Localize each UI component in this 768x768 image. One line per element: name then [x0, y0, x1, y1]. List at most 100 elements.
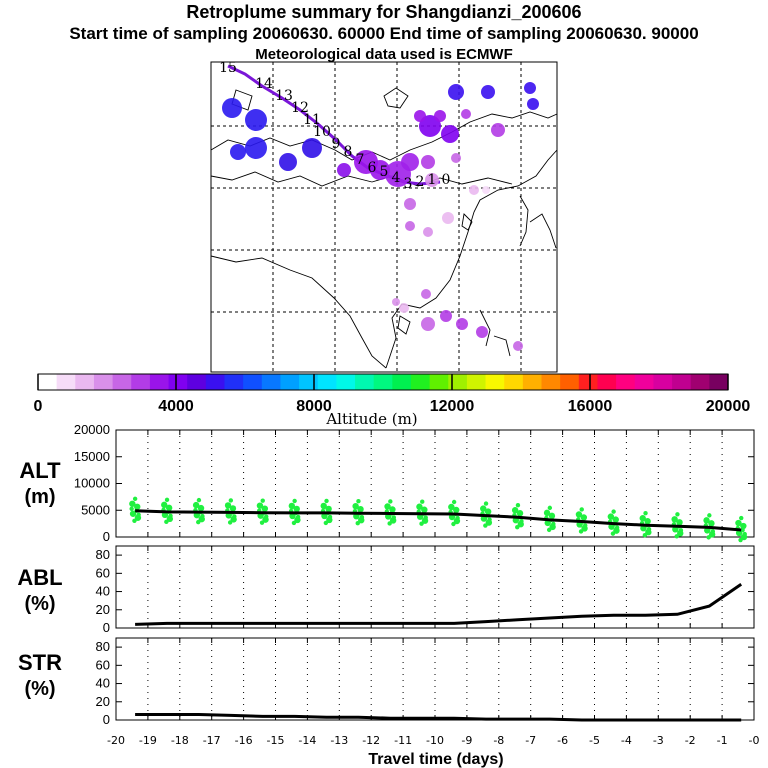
plume-circle [456, 318, 468, 330]
map-day-label: 0 [442, 172, 451, 188]
alt-sample-point [738, 538, 742, 542]
plume-circle [451, 153, 461, 163]
colorbar-cell [523, 374, 542, 390]
x-tick-label: -11 [394, 734, 412, 747]
alt-sample-point [679, 528, 683, 532]
alt-sample-point [579, 529, 583, 533]
colorbar-cell [262, 374, 281, 390]
x-tick-label: -13 [330, 734, 348, 747]
plume-circle [524, 82, 536, 94]
plume-circle [481, 85, 495, 99]
plume-circle [421, 155, 435, 169]
plume-circle [421, 289, 431, 299]
colorbar-cell [411, 374, 430, 390]
map-day-label: 5 [380, 164, 389, 180]
plume-circle [405, 221, 415, 231]
colorbar-cell [616, 374, 635, 390]
alt-sample-point [583, 523, 587, 527]
colorbar-cell [504, 374, 523, 390]
map-day-label: 14 [255, 76, 273, 92]
alt-sample-point [228, 520, 232, 524]
y-tick-label: 20000 [74, 422, 110, 437]
panel-label: ABL [17, 565, 62, 590]
x-tick-label: -19 [139, 734, 157, 747]
colorbar-cell [336, 374, 355, 390]
colorbar-cell [94, 374, 113, 390]
alt-sample-point [455, 516, 459, 520]
y-tick-label: 40 [96, 676, 110, 691]
panel-unit: (%) [24, 593, 55, 615]
alt-sample-point [264, 514, 268, 518]
alt-sample-point [165, 498, 169, 502]
alt-sample-point [515, 525, 519, 529]
colorbar-cell [709, 374, 728, 390]
alt-sample-point [548, 506, 552, 510]
alt-sample-point [296, 515, 300, 519]
x-tick-label: -3 [653, 734, 664, 747]
y-tick-label: 20 [96, 602, 110, 617]
colorbar-tick-label: 16000 [568, 398, 613, 415]
alt-sample-point [388, 499, 392, 503]
alt-sample-point [419, 522, 423, 526]
alt-sample-point [197, 498, 201, 502]
alt-sample-point [547, 528, 551, 532]
map-day-label: 15 [219, 60, 237, 76]
alt-sample-point [615, 525, 619, 529]
colorbar-cell [187, 374, 206, 390]
alt-sample-point [483, 523, 487, 527]
alt-sample-point [132, 519, 136, 523]
x-tick-label: -12 [362, 734, 380, 747]
colorbar-cell [486, 374, 505, 390]
alt-sample-point [356, 499, 360, 503]
alt-sample-point [356, 521, 360, 525]
y-tick-label: 0 [103, 529, 110, 544]
colorbar-cell [542, 374, 561, 390]
alt-sample-point [164, 520, 168, 524]
plume-circle [245, 109, 267, 131]
plume-circle [491, 123, 505, 137]
x-tick-label: -15 [267, 734, 285, 747]
plume-circle [222, 98, 242, 118]
plume-circle [423, 227, 433, 237]
colorbar-cell [299, 374, 318, 390]
y-tick-label: 40 [96, 584, 110, 599]
colorbar-tick-label: 20000 [706, 398, 751, 415]
alt-sample-point [324, 521, 328, 525]
colorbar-cell [57, 374, 76, 390]
x-tick-label: -10 [426, 734, 444, 747]
alt-sample-point [324, 499, 328, 503]
plume-circle [434, 110, 446, 122]
alt-sample-point [519, 519, 523, 523]
plume-circle [245, 137, 267, 159]
alt-sample-point [260, 520, 264, 524]
plume-circle [404, 198, 416, 210]
alt-sample-point [261, 498, 265, 502]
alt-sample-point [196, 520, 200, 524]
y-tick-label: 80 [96, 639, 110, 654]
colorbar-cell [131, 374, 150, 390]
alt-sample-point [487, 517, 491, 521]
x-tick-label: -5 [589, 734, 600, 747]
alt-sample-point [292, 521, 296, 525]
plume-circle [392, 298, 400, 306]
panel-unit: (%) [24, 678, 55, 700]
y-tick-label: 60 [96, 657, 110, 672]
colorbar-cell [653, 374, 672, 390]
colorbar-cell [448, 374, 467, 390]
plume-circle [469, 185, 479, 195]
colorbar-cell [38, 374, 57, 390]
colorbar-cell [280, 374, 299, 390]
plume-circle [527, 98, 539, 110]
alt-sample-point [292, 499, 296, 503]
alt-sample-point [452, 500, 456, 504]
colorbar-cell [467, 374, 486, 390]
plume-circle [482, 186, 490, 194]
colorbar-cell [672, 374, 691, 390]
colorbar-cell [224, 374, 243, 390]
alt-sample-point [129, 507, 133, 511]
colorbar-cell [635, 374, 654, 390]
plume-circle [414, 110, 426, 122]
panel-unit: (m) [24, 486, 55, 508]
plume-circle [440, 310, 452, 322]
plume-circle [230, 144, 246, 160]
